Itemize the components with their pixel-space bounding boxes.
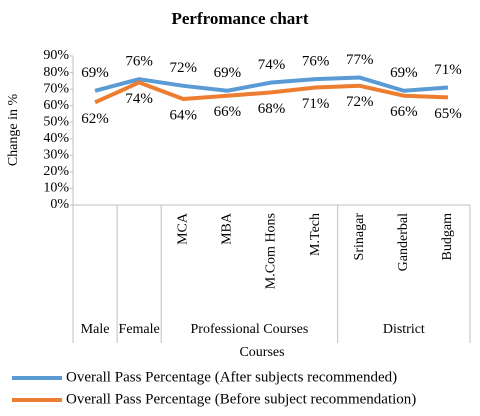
y-tick-label: 90% (43, 48, 69, 63)
y-tick-label: 70% (43, 81, 69, 96)
group-label: Female (119, 322, 160, 337)
legend-label: Overall Pass Percentage (After subjects … (66, 369, 397, 385)
data-label: 66% (214, 104, 242, 120)
series-line (94, 80, 449, 105)
y-tick-label: 60% (43, 98, 69, 113)
y-tick-label: 80% (43, 65, 69, 80)
y-axis-title: Change in % (6, 94, 21, 167)
data-label: 74% (125, 91, 153, 107)
x-tick-label: Ganderbal (396, 213, 411, 271)
data-label: 64% (170, 107, 198, 123)
x-tick-label: Srinagar (352, 213, 367, 261)
group-label: District (383, 322, 425, 337)
y-tick-label: 10% (43, 181, 69, 196)
legend-label: Overall Pass Percentage (Before subject … (66, 391, 416, 407)
data-label: 69% (390, 65, 418, 81)
data-label: 76% (125, 54, 153, 70)
data-label: 76% (302, 54, 330, 70)
data-label: 72% (170, 60, 198, 76)
group-label: Professional Courses (191, 322, 309, 337)
data-label: 71% (302, 96, 330, 112)
series-line (94, 75, 449, 93)
data-label: 72% (346, 94, 374, 110)
y-tick-label: 20% (43, 164, 69, 179)
data-label: 69% (81, 65, 109, 81)
data-label: 77% (346, 52, 374, 68)
x-tick-label: M.Tech (308, 213, 323, 256)
x-tick-label: M.Com Hons (264, 213, 279, 289)
x-tick-label: MCA (175, 212, 190, 245)
group-label: Male (81, 322, 110, 337)
x-axis-title: Courses (239, 345, 284, 360)
data-label: 66% (390, 104, 418, 120)
data-label: 62% (81, 111, 109, 127)
x-tick-label: Budgam (440, 213, 455, 261)
data-label: 65% (434, 106, 462, 122)
chart-title: Perfromance chart (171, 9, 308, 28)
data-label: 69% (214, 65, 242, 81)
y-tick-label: 40% (43, 131, 69, 146)
y-tick-label: 50% (43, 114, 69, 129)
y-tick-label: 30% (43, 148, 69, 163)
y-tick-label: 0% (50, 197, 69, 212)
data-label: 74% (258, 57, 286, 73)
x-tick-label: MBA (220, 212, 235, 245)
data-label: 71% (434, 62, 462, 78)
data-label: 68% (258, 101, 286, 117)
